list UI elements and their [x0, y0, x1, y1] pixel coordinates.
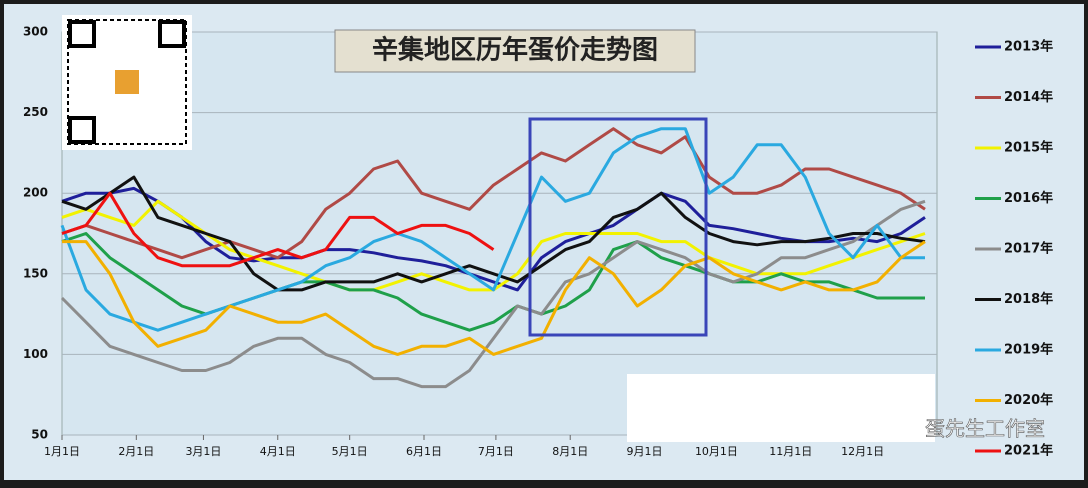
series-line: [60, 127, 925, 332]
series-line: [62, 240, 926, 356]
series-line: [61, 186, 926, 292]
legend-label: 2015年: [1004, 140, 1053, 156]
y-tick-label: 200: [23, 186, 48, 200]
legend-label: 2020年: [1004, 392, 1053, 408]
x-tick-label: 4月1日: [260, 445, 296, 458]
series-line: [61, 127, 926, 260]
qr-pattern: [67, 19, 187, 145]
legend: 2013年 2014年 2015年 2016年 2017年 2018年 2019年 2020年…: [975, 39, 1053, 459]
watermark: 蛋先生工作室: [925, 417, 1045, 441]
watermark-box: [627, 374, 935, 442]
x-tick-label: 12月1日: [841, 445, 884, 458]
x-tick-label: 9月1日: [627, 445, 663, 458]
x-tick-label: 7月1日: [478, 445, 514, 458]
x-tick-label: 5月1日: [332, 445, 368, 458]
x-tick-label: 6月1日: [406, 445, 442, 458]
y-tick-label: 100: [23, 347, 48, 361]
title-box: [334, 29, 696, 73]
y-tick-label: 250: [23, 105, 48, 119]
series-line: [61, 191, 495, 268]
lines: [60, 127, 926, 389]
qr-finder: [68, 116, 96, 144]
highlight-box: [528, 117, 708, 337]
legend-label: 2017年: [1004, 241, 1053, 257]
legend-label: 2019年: [1004, 342, 1053, 358]
legend-label: 2016年: [1004, 190, 1053, 206]
legend-label: 2013年: [1004, 39, 1053, 55]
series-line: [61, 175, 926, 292]
chart-title: 辛集地区历年蛋价走势图: [372, 35, 658, 66]
qr-logo: [115, 70, 139, 94]
x-tick-label: 10月1日: [695, 445, 738, 458]
y-tick-label: 50: [31, 428, 48, 442]
legend-label: 2014年: [1004, 89, 1053, 105]
qr-code: [62, 15, 192, 150]
x-tick-label: 11月1日: [769, 445, 812, 458]
x-tick-label: 3月1日: [185, 445, 221, 458]
series-line: [60, 199, 926, 389]
legend-label: 2021年: [1004, 443, 1053, 459]
x-tick-label: 2月1日: [118, 445, 154, 458]
x-tick-label: 8月1日: [552, 445, 588, 458]
legend-label: 2018年: [1004, 291, 1053, 307]
x-tick-label: 1月1日: [44, 445, 80, 458]
qr-finder: [68, 20, 96, 48]
qr-finder: [158, 20, 186, 48]
y-tick-label: 300: [23, 25, 48, 39]
y-tick-label: 150: [23, 266, 48, 280]
